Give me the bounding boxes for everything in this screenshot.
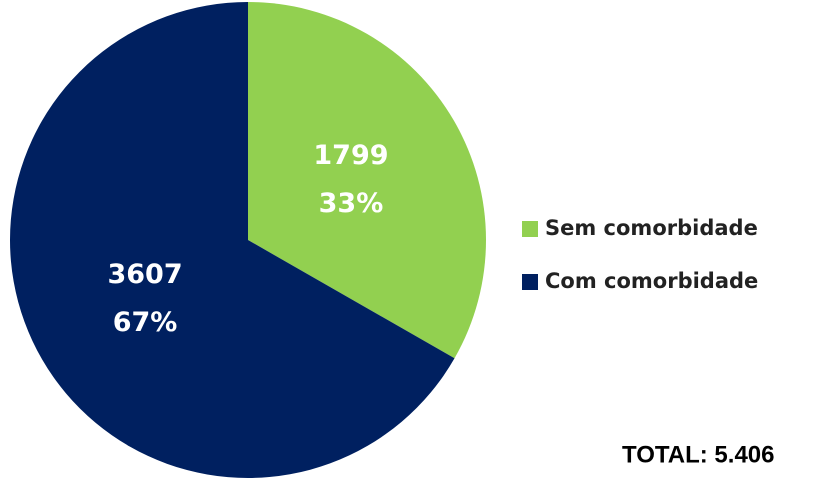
legend-swatch	[522, 221, 538, 237]
value-label: 3607	[107, 259, 182, 290]
legend-swatch	[522, 274, 538, 290]
pie-slice	[248, 2, 486, 359]
pie-slice	[9, 2, 455, 478]
percent-label: 67%	[113, 307, 178, 338]
total-annotation: TOTAL: 5.406	[622, 441, 774, 468]
legend-label: Sem comorbidade	[545, 216, 758, 240]
value-label: 1799	[313, 140, 388, 171]
legend-label: Com comorbidade	[545, 269, 758, 293]
percent-label: 33%	[319, 188, 384, 219]
